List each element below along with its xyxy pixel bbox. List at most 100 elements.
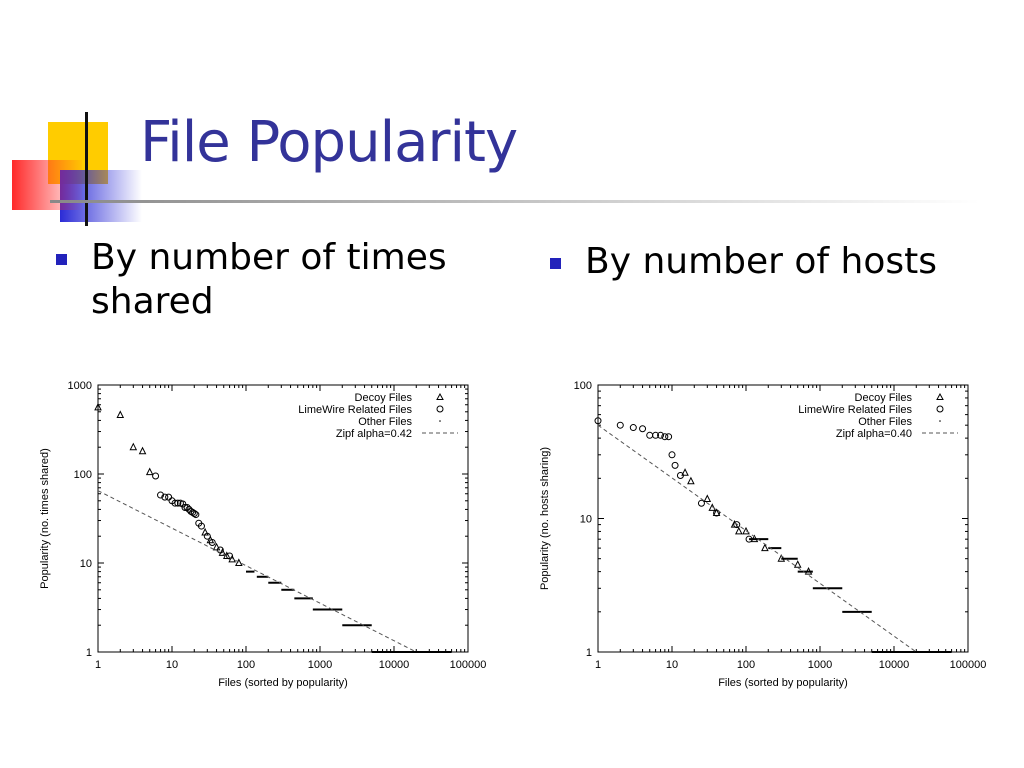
series-hline — [246, 570, 452, 653]
y-tick-label: 1 — [586, 647, 592, 659]
limewire-point — [665, 433, 673, 441]
x-tick-label: 1 — [595, 659, 601, 671]
decoy-point — [742, 526, 750, 535]
limewire-point — [179, 500, 187, 508]
x-tick-label: 100000 — [450, 659, 487, 671]
decoy-point — [94, 402, 102, 411]
x-tick-label: 100 — [737, 659, 755, 671]
limewire-point — [668, 451, 676, 459]
y-tick-label: 10 — [580, 514, 592, 526]
vertical-line — [85, 112, 88, 226]
decoy-point — [793, 560, 802, 568]
page-title: File Popularity — [140, 110, 518, 175]
limewire-point — [208, 538, 216, 546]
decoy-point — [687, 476, 695, 485]
legend-label: Zipf alpha=0.40 — [836, 428, 912, 440]
legend-label: Decoy Files — [355, 392, 413, 404]
legend-label: Zipf alpha=0.42 — [336, 428, 412, 440]
legend-label: LimeWire Related Files — [298, 404, 412, 416]
decoy-point — [218, 548, 227, 556]
decoy-point — [712, 508, 721, 516]
limewire-point — [203, 532, 211, 540]
decoy-point — [235, 558, 243, 566]
legend-label: LimeWire Related Files — [798, 404, 912, 416]
zipf-line — [97, 490, 417, 653]
limewire-point — [733, 521, 741, 529]
limewire-point — [639, 425, 647, 433]
limewire-point — [671, 461, 679, 469]
x-tick-label: 100 — [237, 659, 255, 671]
bullet-icon — [550, 258, 561, 269]
chart-times-shared: 1 10 100 1000 10000 100000 1 10 100 1000 Files (so… — [39, 380, 487, 689]
limewire-point — [629, 424, 637, 432]
legend-other-marker — [939, 420, 941, 422]
limewire-point — [190, 509, 198, 517]
series-hline — [749, 538, 952, 653]
title-decoration — [12, 112, 980, 226]
series-circle — [594, 417, 753, 543]
limewire-point — [652, 431, 660, 439]
y-tick-label: 10 — [80, 558, 92, 570]
limewire-point — [174, 499, 182, 507]
series-dashed — [97, 490, 417, 653]
y-tick-label: 1 — [86, 647, 92, 659]
limewire-point — [697, 499, 705, 507]
limewire-point — [197, 522, 205, 530]
legend-label: Decoy Files — [855, 392, 913, 404]
series-circle — [152, 472, 234, 560]
zipf-line — [597, 424, 917, 653]
decoy-point — [138, 446, 147, 455]
limewire-point — [226, 552, 234, 560]
x-tick-label: 10 — [666, 659, 678, 671]
legend-decoy-marker — [936, 392, 944, 400]
limewire-point — [646, 431, 654, 439]
legend-limewire-marker — [936, 405, 944, 413]
decoy-point — [129, 442, 138, 451]
decoy-point — [681, 468, 689, 476]
x-tick-label: 10000 — [379, 659, 410, 671]
limewire-point — [676, 471, 684, 479]
legend-limewire-marker — [436, 405, 444, 413]
x-tick-label: 10 — [166, 659, 178, 671]
legend-other-marker — [439, 420, 441, 422]
decoy-point — [735, 526, 743, 535]
y-tick-label: 100 — [574, 380, 592, 392]
limewire-point — [171, 499, 179, 507]
limewire-point — [165, 493, 173, 501]
limewire-point — [616, 421, 624, 429]
decoy-point — [201, 527, 209, 536]
decoy-point — [145, 467, 154, 476]
plot-frame — [597, 384, 969, 653]
limewire-point — [713, 509, 721, 517]
limewire-point — [187, 507, 195, 515]
x-tick-label: 1000 — [808, 659, 832, 671]
limewire-point — [161, 493, 169, 501]
limewire-point — [657, 431, 665, 439]
series-triangle — [94, 402, 243, 566]
bullet-times-shared: By number of times shared — [56, 236, 476, 324]
bullet-text: By number of times shared — [91, 237, 447, 322]
y-tick-label: 100 — [74, 469, 92, 481]
y-tick-label: 1000 — [68, 380, 92, 392]
limewire-point — [216, 546, 224, 554]
legend-decoy-marker — [436, 392, 444, 400]
limewire-point — [594, 417, 602, 425]
limewire-point — [152, 472, 160, 480]
limewire-point — [183, 504, 191, 512]
legend-label: Other Files — [858, 416, 912, 428]
plot-frame — [97, 384, 469, 653]
chart-hosts-sharing: 1 10 100 1000 10000 100000 1 10 100 Files (sorted… — [539, 380, 986, 689]
bullet-text: By number of hosts — [585, 241, 938, 282]
x-axis-label: Files (sorted by popularity) — [218, 677, 348, 689]
y-axis-label: Popularity (no. hosts sharing) — [539, 447, 551, 590]
limewire-point — [661, 433, 669, 441]
limewire-point — [157, 491, 165, 499]
x-tick-label: 10000 — [879, 659, 910, 671]
y-axis-label: Popularity (no. times shared) — [39, 448, 51, 589]
horizontal-rule — [50, 200, 980, 203]
decoy-point — [116, 410, 125, 419]
decoy-point — [708, 503, 717, 511]
x-axis-label: Files (sorted by popularity) — [718, 677, 848, 689]
x-tick-label: 1000 — [308, 659, 332, 671]
x-tick-label: 1 — [95, 659, 101, 671]
